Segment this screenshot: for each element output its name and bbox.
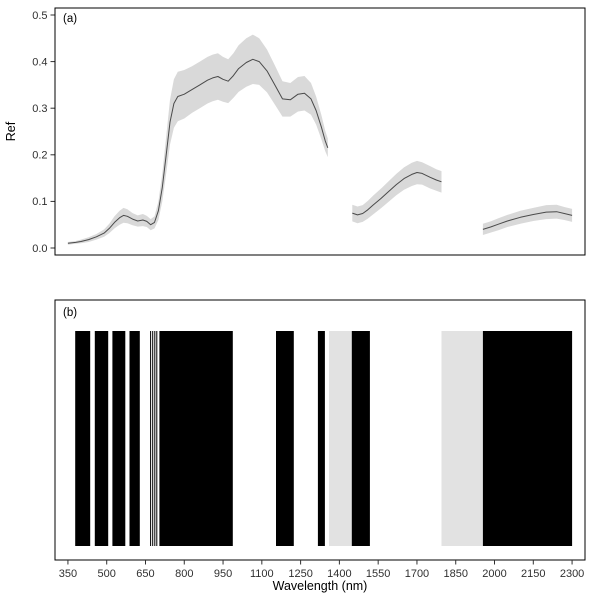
y-tick-label: 0.1	[32, 196, 47, 208]
y-axis-title: Ref	[4, 121, 18, 141]
wavelength-band-black	[112, 331, 126, 546]
y-tick-label: 0.2	[32, 150, 47, 162]
confidence-band	[352, 160, 442, 224]
x-tick-label: 500	[98, 568, 116, 580]
wavelength-band-black	[152, 331, 154, 546]
wavelength-band-black	[482, 331, 573, 546]
wavelength-band-black	[276, 331, 294, 546]
x-tick-label: 2000	[482, 568, 506, 580]
x-tick-label: 1100	[250, 568, 274, 580]
mean-reflectance-line	[67, 58, 329, 244]
y-tick-label: 0.3	[32, 103, 47, 115]
panel-b-bars-layer	[75, 331, 573, 546]
x-tick-label: 2300	[560, 568, 584, 580]
x-tick-label: 950	[214, 568, 232, 580]
wavelength-band-black	[150, 331, 152, 546]
wavelength-band-black	[351, 331, 370, 546]
x-tick-label: 1700	[405, 568, 429, 580]
mean-reflectance-line	[352, 172, 442, 216]
wavelength-band-black	[129, 331, 140, 546]
x-tick-label: 800	[175, 568, 193, 580]
y-tick-label: 0.5	[32, 10, 47, 22]
wavelength-band-black	[154, 331, 156, 546]
panel-a-band-layer	[67, 34, 573, 245]
panel-a-line-layer	[67, 58, 573, 244]
x-tick-label: 1250	[288, 568, 312, 580]
x-tick-label: 1550	[366, 568, 390, 580]
x-tick-label: 350	[59, 568, 77, 580]
y-tick-label: 0.0	[32, 243, 47, 255]
x-tick-label: 650	[136, 568, 154, 580]
x-axis-title: Wavelength (nm)	[273, 579, 368, 593]
panel-b-x-axis: 350 500 650 800 950 1100 1250 1400 1550 1700 1850 2…	[59, 560, 584, 580]
wavelength-band-lightgray	[329, 331, 352, 546]
wavelength-band-lightgray	[441, 331, 483, 546]
confidence-band	[482, 204, 573, 235]
mean-reflectance-line	[482, 211, 573, 230]
panel-b-frame	[54, 299, 586, 561]
x-tick-label: 1850	[443, 568, 467, 580]
confidence-band	[67, 34, 328, 245]
wavelength-band-black	[94, 331, 109, 546]
x-tick-label: 2150	[521, 568, 545, 580]
wavelength-band-black	[159, 331, 233, 546]
panel-a-frame	[54, 7, 586, 256]
panel-a-label: (a)	[63, 13, 77, 25]
panel-a-y-axis: 0.0 0.1 0.2 0.3 0.4 0.5	[32, 10, 55, 255]
y-tick-label: 0.4	[32, 56, 47, 68]
wavelength-band-black	[75, 331, 91, 546]
wavelength-band-black	[317, 331, 325, 546]
x-tick-label: 1400	[327, 568, 351, 580]
wavelength-band-black	[156, 331, 158, 546]
panel-b-label: (b)	[63, 307, 77, 319]
